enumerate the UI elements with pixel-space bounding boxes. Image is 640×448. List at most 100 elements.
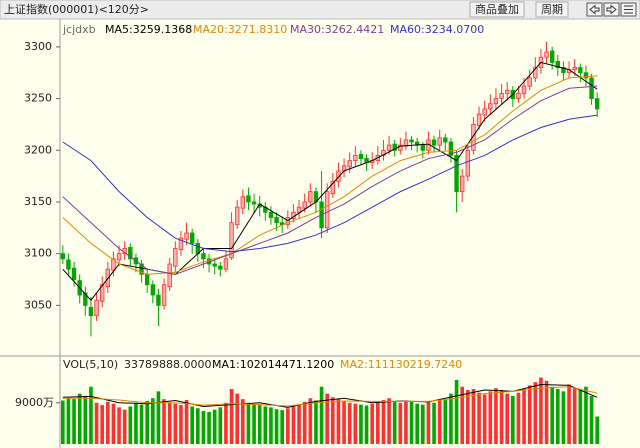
period-button-label[interactable]: 周期 bbox=[541, 3, 563, 16]
ma-line bbox=[62, 75, 598, 275]
candle-body bbox=[583, 72, 589, 79]
indicator-name: jcjdxb bbox=[62, 23, 96, 36]
volume-bar bbox=[561, 391, 566, 444]
volume-bar bbox=[353, 403, 358, 444]
volume-bar bbox=[274, 409, 279, 444]
volume-bar bbox=[432, 402, 436, 444]
candle-body bbox=[60, 253, 66, 260]
volume-bar bbox=[314, 400, 318, 444]
volume-bar bbox=[426, 400, 431, 444]
candle-body bbox=[139, 263, 144, 275]
volume-bar bbox=[336, 399, 341, 444]
candle-body bbox=[572, 67, 577, 71]
candle-body bbox=[274, 217, 279, 224]
candle-body bbox=[386, 144, 392, 151]
volume-bar bbox=[252, 404, 256, 444]
candle-body bbox=[234, 206, 240, 226]
volume-title: VOL(5,10) bbox=[63, 358, 118, 371]
volume-bar bbox=[269, 407, 273, 444]
candle-body bbox=[358, 154, 364, 159]
candle-body bbox=[504, 89, 510, 94]
candle-body bbox=[578, 67, 583, 74]
legend-entry: MA1:102014471.1200 bbox=[212, 358, 334, 371]
next-button[interactable] bbox=[603, 2, 620, 17]
volume-bar bbox=[196, 408, 200, 444]
y-tick-label: 3100 bbox=[24, 247, 52, 260]
volume-bar bbox=[66, 398, 71, 444]
volume-bar bbox=[421, 404, 425, 444]
zoom-icon bbox=[624, 5, 633, 14]
candle-body bbox=[527, 77, 532, 87]
candle-body bbox=[94, 299, 99, 317]
volume-bar bbox=[94, 402, 99, 444]
y-tick-label: 3300 bbox=[24, 40, 52, 53]
volume-bar bbox=[567, 384, 571, 444]
candle-body bbox=[594, 98, 600, 110]
volume-bar bbox=[595, 416, 599, 444]
candle-body bbox=[189, 232, 195, 244]
volume-bar bbox=[156, 391, 161, 444]
ma-line bbox=[62, 114, 598, 253]
candle-body bbox=[296, 206, 302, 213]
candle-body bbox=[561, 67, 566, 74]
volume-bar bbox=[286, 408, 290, 444]
volume-bar bbox=[415, 403, 419, 444]
candle-body bbox=[246, 195, 251, 203]
candle-body bbox=[533, 67, 538, 79]
volume-bar bbox=[241, 399, 245, 444]
candle-body bbox=[150, 284, 156, 296]
candle-body bbox=[128, 247, 133, 260]
volume-bar bbox=[443, 400, 448, 444]
volume-bar bbox=[527, 385, 532, 444]
candle-body bbox=[420, 144, 426, 151]
candle-body bbox=[229, 222, 234, 259]
candle-body bbox=[549, 50, 555, 63]
volume-bar bbox=[471, 389, 476, 444]
volume-bar bbox=[522, 389, 526, 444]
volume-bar bbox=[499, 389, 504, 444]
volume-bar bbox=[466, 389, 470, 444]
overlay-button-label[interactable]: 商品叠加 bbox=[475, 2, 519, 16]
candle-body bbox=[111, 258, 116, 271]
candle-body bbox=[66, 259, 71, 270]
prev-button[interactable] bbox=[586, 2, 603, 17]
candle-body bbox=[437, 137, 442, 146]
volume-bar bbox=[263, 406, 268, 444]
volume-bar bbox=[77, 393, 82, 444]
volume-bar bbox=[347, 402, 352, 444]
volume-value: 33789888.0000 bbox=[124, 358, 211, 371]
volume-bar bbox=[280, 410, 284, 444]
candle-body bbox=[156, 294, 161, 306]
volume-bar bbox=[134, 402, 138, 444]
candle-body bbox=[201, 253, 206, 260]
nav-buttons[interactable] bbox=[586, 2, 637, 17]
volume-bar bbox=[449, 393, 453, 444]
candle-body bbox=[493, 98, 499, 105]
ma-line bbox=[62, 386, 598, 407]
prev-icon bbox=[589, 4, 600, 15]
volume-bar bbox=[539, 377, 543, 444]
volume-bar bbox=[342, 400, 346, 444]
volume-bar bbox=[454, 379, 459, 444]
candle-body bbox=[381, 149, 386, 156]
y-tick-label: 3200 bbox=[24, 143, 52, 156]
volume-bar bbox=[257, 405, 262, 444]
volume-bar bbox=[488, 391, 493, 444]
candle-body bbox=[178, 237, 184, 250]
legend-entry: MA60:3234.0700 bbox=[390, 23, 484, 36]
candle-body bbox=[161, 284, 167, 306]
volume-bar bbox=[584, 386, 588, 444]
volume-bar bbox=[235, 393, 239, 444]
candle-body bbox=[488, 103, 493, 110]
volume-bar bbox=[139, 404, 144, 444]
candle-body bbox=[324, 191, 330, 229]
volume-bar bbox=[83, 395, 88, 444]
volume-bar bbox=[392, 400, 397, 444]
overlay-button[interactable] bbox=[469, 1, 525, 18]
volume-bar bbox=[556, 389, 560, 444]
volume-bar bbox=[162, 399, 166, 444]
volume-bar bbox=[460, 386, 464, 444]
candle-body bbox=[459, 175, 465, 193]
period-button[interactable] bbox=[535, 1, 569, 18]
candle-body bbox=[555, 60, 561, 68]
